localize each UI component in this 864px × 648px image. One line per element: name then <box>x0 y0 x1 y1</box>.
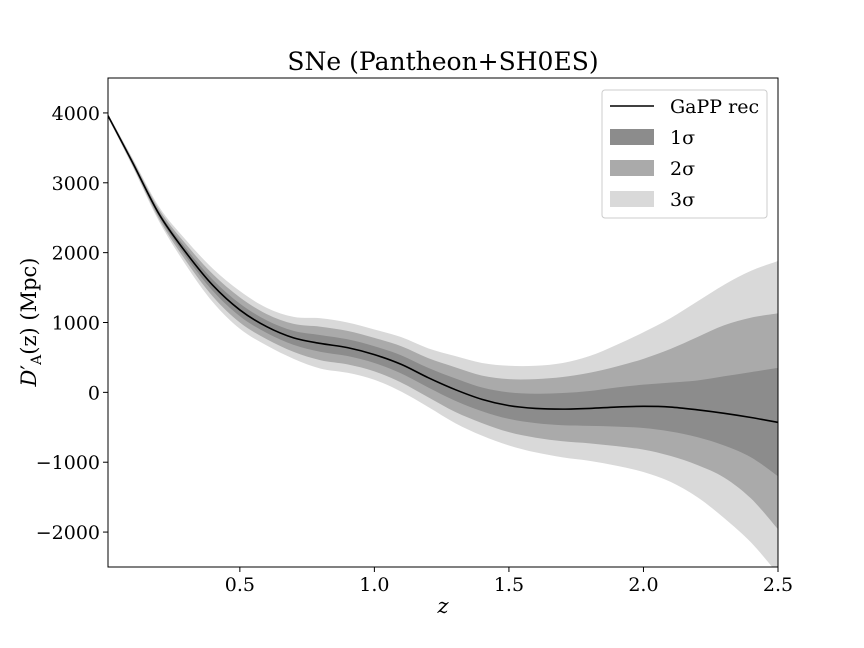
y-tick-label: 3000 <box>52 173 100 195</box>
legend-label: 1σ <box>670 127 695 149</box>
lines-layer <box>108 115 778 424</box>
x-tick-label: 1.0 <box>359 574 389 596</box>
y-axis: 4000 3000 2000 1000 0 −1000 −2000 <box>36 103 108 544</box>
x-axis-label: z <box>436 594 449 618</box>
band-3σ <box>108 113 778 567</box>
y-tick-label: 0 <box>88 382 100 404</box>
legend-swatch-band <box>610 160 654 176</box>
x-tick-label: 2.5 <box>763 574 793 596</box>
legend-label: GaPP rec <box>670 96 759 118</box>
legend: GaPP rec 1σ 2σ 3σ <box>601 89 768 219</box>
bands-layer <box>108 113 778 567</box>
band-1σ <box>108 115 778 477</box>
y-axis-label-rest: (z) (Mpc) <box>17 258 41 355</box>
legend-swatch-band <box>610 191 654 207</box>
legend-label: 3σ <box>670 189 695 211</box>
y-tick-label: −2000 <box>36 522 100 544</box>
legend-swatch-band <box>610 129 654 145</box>
y-axis-label: D′A(z) (Mpc) <box>17 258 45 388</box>
x-tick-label: 1.5 <box>494 574 524 596</box>
y-axis-label-sub: A <box>29 354 45 366</box>
legend-label: 2σ <box>670 158 695 180</box>
series-line-gapp-rec <box>108 115 778 424</box>
y-axis-label-prime: ′ <box>17 365 41 370</box>
x-axis: 0.5 1.0 1.5 2.0 2.5 <box>225 567 793 596</box>
chart-title: SNe (Pantheon+SH0ES) <box>287 47 598 76</box>
x-tick-label: 2.0 <box>628 574 658 596</box>
y-axis-label-base: D <box>17 369 41 387</box>
x-tick-label: 0.5 <box>225 574 255 596</box>
y-tick-label: −1000 <box>36 452 100 474</box>
y-tick-label: 2000 <box>52 243 100 265</box>
legend-box <box>601 89 768 219</box>
y-tick-label: 4000 <box>52 103 100 125</box>
y-tick-label: 1000 <box>52 313 100 335</box>
